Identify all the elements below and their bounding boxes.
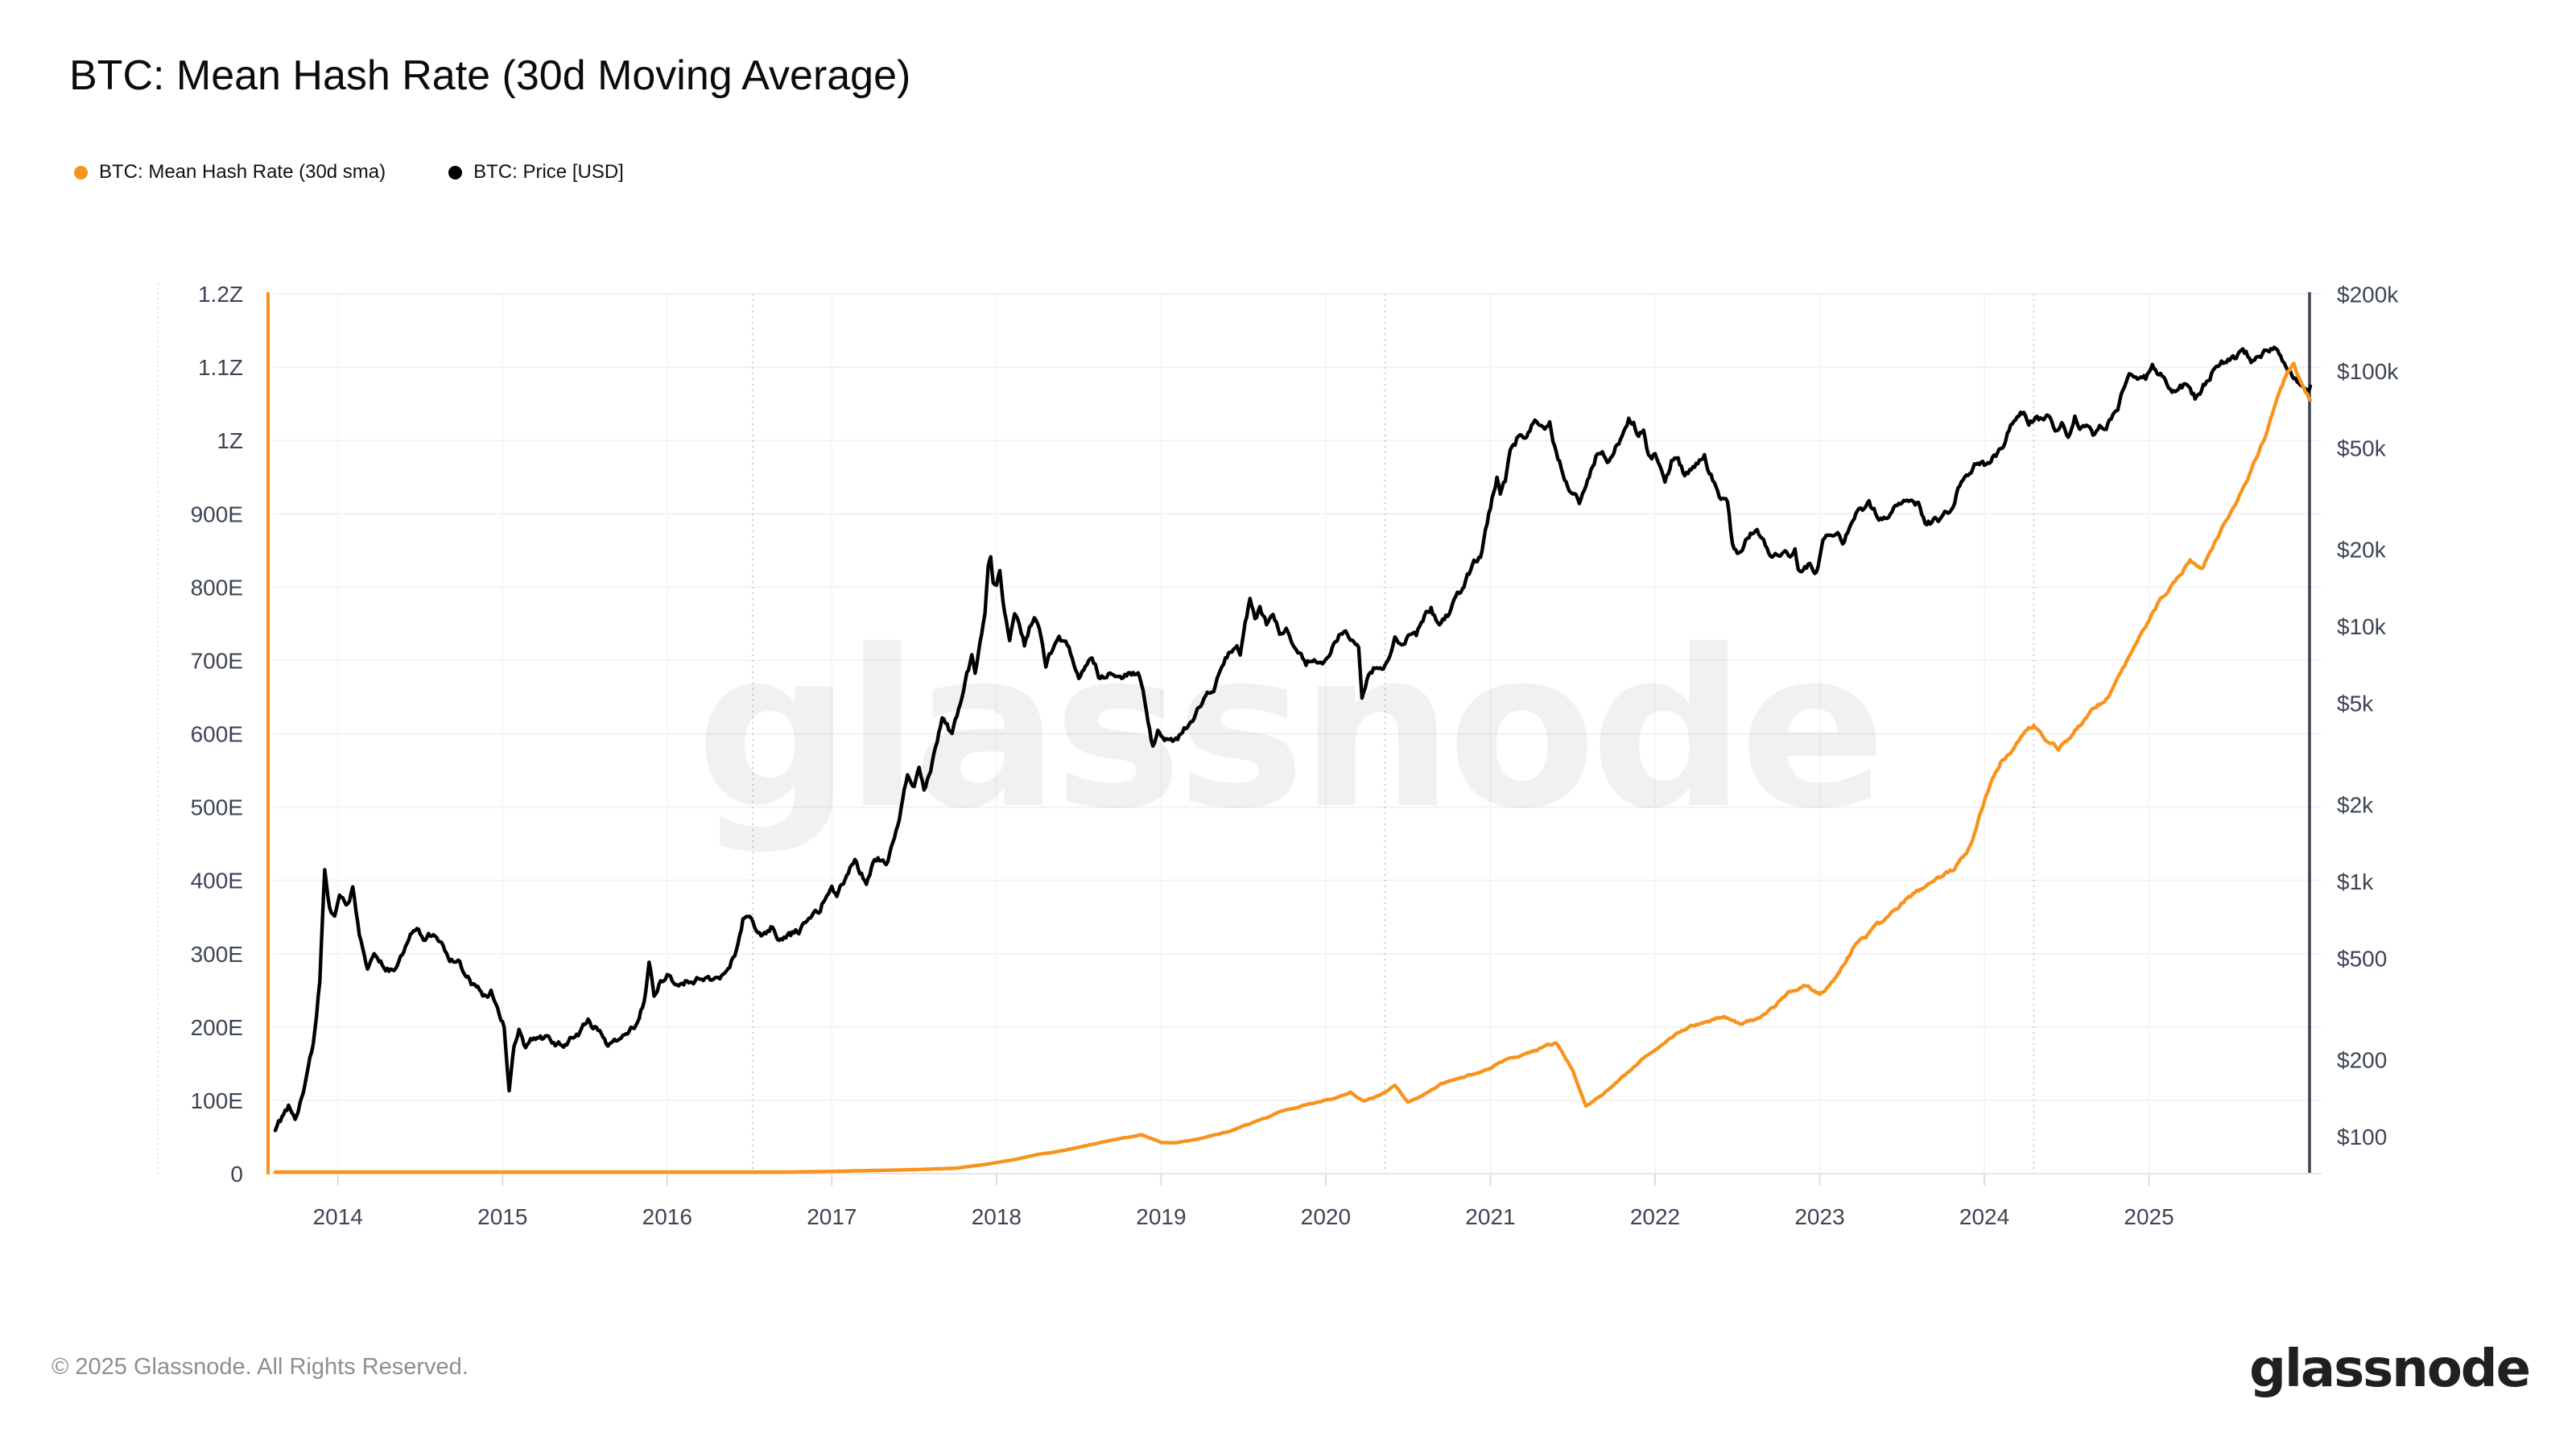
right-axis-tick-label: $50k	[2337, 435, 2387, 460]
right-axis-tick-label: $20k	[2337, 538, 2387, 563]
right-axis-tick-label: $200	[2337, 1048, 2387, 1073]
x-axis-year-label: 2024	[1959, 1204, 2009, 1229]
right-axis-tick-label: $10k	[2337, 614, 2387, 639]
right-axis-tick-label: $2k	[2337, 793, 2374, 818]
series-layer	[273, 345, 2313, 1174]
left-axis-tick-label: 100E	[191, 1088, 243, 1113]
left-axis-tick-label: 0	[230, 1162, 243, 1187]
x-axis-year-label: 2017	[807, 1204, 857, 1229]
copyright-text: © 2025 Glassnode. All Rights Reserved.	[52, 1354, 469, 1380]
x-axis-year-label: 2019	[1136, 1204, 1186, 1229]
right-axis-tick-label: $1k	[2337, 869, 2374, 894]
x-axis-year-label: 2014	[313, 1204, 363, 1229]
left-axis-tick-label: 200E	[191, 1015, 243, 1040]
legend-label: BTC: Mean Hash Rate (30d sma)	[99, 161, 386, 183]
x-axis-year-label: 2022	[1630, 1204, 1680, 1229]
left-axis-tick-label: 1.2Z	[198, 282, 243, 307]
chart-legend: BTC: Mean Hash Rate (30d sma) BTC: Price…	[74, 161, 687, 184]
x-axis-year-label: 2020	[1301, 1204, 1351, 1229]
x-axis-year-label: 2018	[972, 1204, 1022, 1229]
left-axis-tick-label: 600E	[191, 722, 243, 747]
x-axis-year-label: 2023	[1794, 1204, 1844, 1229]
x-axis-year-label: 2016	[642, 1204, 692, 1229]
left-axis-tick-label: 500E	[191, 795, 243, 820]
left-axis-tick-label: 800E	[191, 575, 243, 600]
right-axis-tick-label: $200k	[2337, 283, 2399, 308]
left-axis-tick-label: 400E	[191, 869, 243, 894]
chart-plot-area[interactable]	[274, 294, 2310, 1174]
x-axis-year-label: 2025	[2124, 1204, 2174, 1229]
x-axis-year-label: 2015	[477, 1204, 527, 1229]
glassnode-logo[interactable]: glassnode	[2249, 1339, 2531, 1399]
label-layer: 0 100E 200E 300E 400E 500E 600E 700E 800E 900E 1Z 1…	[191, 282, 2400, 1229]
left-axis-tick-label: 1Z	[217, 428, 243, 453]
price-series-line	[273, 345, 2313, 1133]
right-axis-tick-label: $100	[2337, 1125, 2387, 1150]
left-axis-tick-label: 700E	[191, 648, 243, 673]
x-axis-year-label: 2021	[1465, 1204, 1515, 1229]
left-axis-tick-label: 1.1Z	[198, 355, 243, 380]
grid-layer	[274, 293, 2322, 1186]
price-legend-dot-icon	[448, 165, 463, 180]
right-axis-tick-label: $5k	[2337, 691, 2374, 716]
right-axis-tick-label: $100k	[2337, 359, 2399, 384]
page-title: BTC: Mean Hash Rate (30d Moving Average)	[69, 52, 911, 99]
legend-label: BTC: Price [USD]	[473, 161, 624, 183]
right-axis-tick-label: $500	[2337, 946, 2387, 971]
hash-rate-legend-dot-icon	[74, 165, 88, 180]
hash-rate-series-line	[273, 361, 2313, 1174]
left-axis-tick-label: 300E	[191, 942, 243, 967]
legend-item-price[interactable]: BTC: Price [USD]	[448, 161, 624, 184]
left-axis-tick-label: 900E	[191, 502, 243, 526]
legend-item-hash-rate[interactable]: BTC: Mean Hash Rate (30d sma)	[74, 161, 386, 184]
